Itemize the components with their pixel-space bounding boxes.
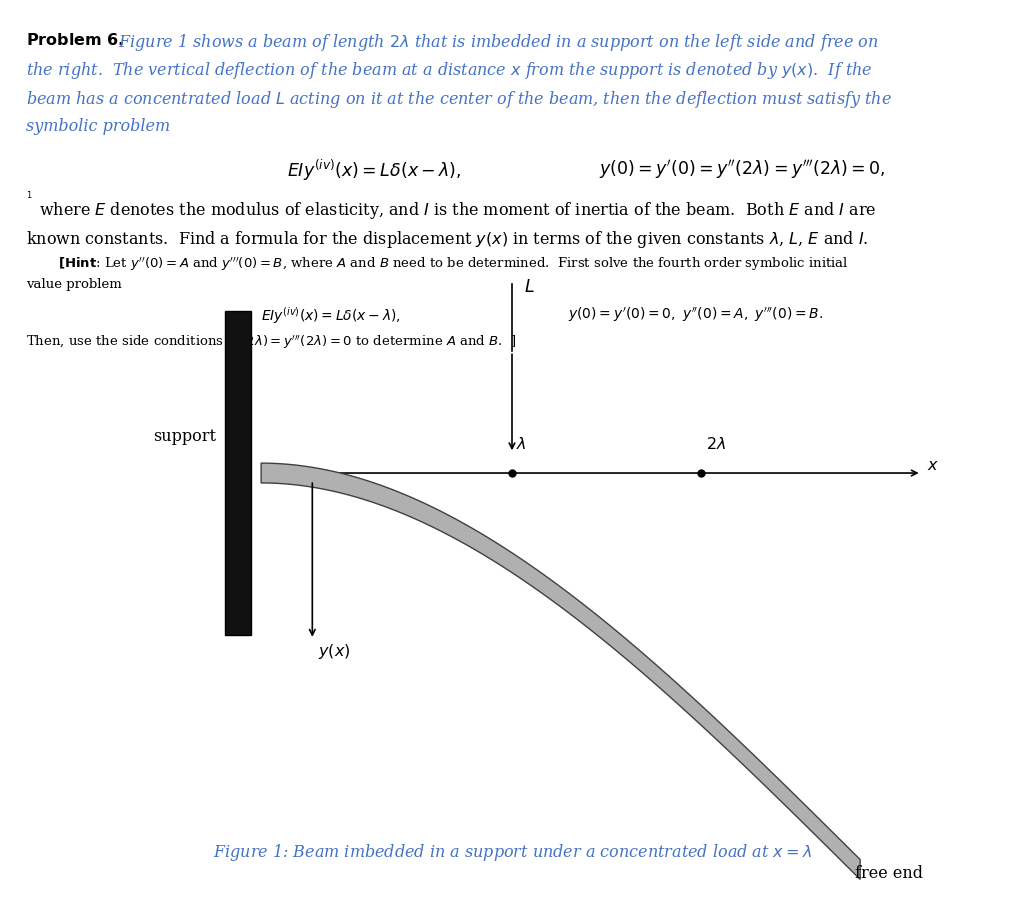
Text: beam has a concentrated load $L$ acting on it at the center of the beam, then th: beam has a concentrated load $L$ acting … [26, 89, 892, 110]
Text: $y(0) = y'(0) = y''(2\lambda) = y'''(2\lambda) = 0,$: $y(0) = y'(0) = y''(2\lambda) = y'''(2\l… [599, 158, 886, 181]
Text: $y(0) = y'(0) = 0,\ y''(0) = A,\ y'''(0) = B.$: $y(0) = y'(0) = 0,\ y''(0) = A,\ y'''(0)… [568, 305, 823, 323]
Text: Figure 1 shows a beam of length $2\lambda$ that is imbedded in a support on the : Figure 1 shows a beam of length $2\lambd… [118, 32, 879, 52]
Text: known constants.  Find a formula for the displacement $y(x)$ in terms of the giv: known constants. Find a formula for the … [26, 229, 868, 250]
Text: $^1$: $^1$ [26, 191, 32, 204]
Text: support: support [154, 429, 217, 445]
Text: $\bf{Problem\ 6.}$: $\bf{Problem\ 6.}$ [26, 32, 124, 49]
Text: value problem: value problem [26, 278, 122, 290]
Text: symbolic problem: symbolic problem [26, 118, 170, 135]
Text: free end: free end [855, 865, 923, 882]
Text: $x$: $x$ [927, 458, 939, 474]
Text: $EIy^{(iv)}(x) = L\delta(x - \lambda),$: $EIy^{(iv)}(x) = L\delta(x - \lambda),$ [287, 158, 461, 183]
Text: $EIy^{(iv)}(x) = L\delta(x - \lambda),$: $EIy^{(iv)}(x) = L\delta(x - \lambda),$ [261, 305, 400, 326]
Text: $\lambda$: $\lambda$ [516, 436, 526, 453]
Text: $2\lambda$: $2\lambda$ [706, 436, 726, 453]
Text: $y(x)$: $y(x)$ [318, 642, 351, 661]
Text: Then, use the side conditions $y''(2\lambda) = y'''(2\lambda) = 0$ to determine : Then, use the side conditions $y''(2\lam… [26, 333, 516, 350]
Text: $L$: $L$ [524, 279, 535, 296]
Text: where $E$ denotes the modulus of elasticity, and $I$ is the moment of inertia of: where $E$ denotes the modulus of elastic… [39, 200, 877, 221]
Polygon shape [261, 463, 860, 879]
Text: the right.  The vertical deflection of the beam at a distance $x$ from the suppo: the right. The vertical deflection of th… [26, 60, 872, 81]
Bar [225, 311, 251, 635]
Text: $\bf{[Hint}$: Let $y''(0) = A$ and $y'''(0) = B$, where $A$ and $B$ need to be d: $\bf{[Hint}$: Let $y''(0) = A$ and $y'''… [58, 256, 849, 273]
Text: Figure 1: Beam imbedded in a support under a concentrated load at $x = \lambda$: Figure 1: Beam imbedded in a support und… [213, 842, 811, 863]
